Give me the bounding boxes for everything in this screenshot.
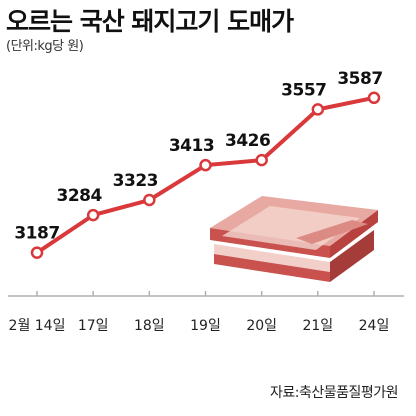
data-point — [255, 153, 268, 167]
data-label: 3187 — [14, 224, 59, 244]
data-label: 3413 — [169, 136, 214, 156]
x-tick-label: 24일 — [359, 318, 390, 334]
pork-meat-illustration — [210, 196, 378, 282]
x-tick-label: 19일 — [190, 318, 221, 334]
x-tick-label: 21일 — [302, 318, 333, 334]
data-label: 3557 — [281, 80, 326, 100]
source-note: 자료:축산물품질평가원 — [269, 385, 399, 401]
x-tick-label: 20일 — [246, 318, 277, 334]
unit-label: (단위:kg당 원) — [6, 39, 84, 54]
data-label: 3284 — [57, 186, 103, 206]
data-point — [311, 103, 325, 116]
data-label: 3323 — [113, 171, 158, 191]
x-tick-label: 2월 14일 — [9, 318, 66, 334]
data-point — [86, 208, 100, 222]
x-tick-label: 18일 — [134, 318, 165, 334]
data-point — [30, 246, 44, 259]
data-label: 3426 — [225, 131, 270, 151]
data-point — [199, 158, 212, 172]
x-tick-label: 17일 — [78, 318, 109, 334]
data-point — [143, 193, 156, 207]
data-point — [367, 91, 381, 105]
chart-title: 오르는 국산 돼지고기 도매가 — [6, 7, 294, 36]
data-label: 3587 — [337, 69, 382, 89]
